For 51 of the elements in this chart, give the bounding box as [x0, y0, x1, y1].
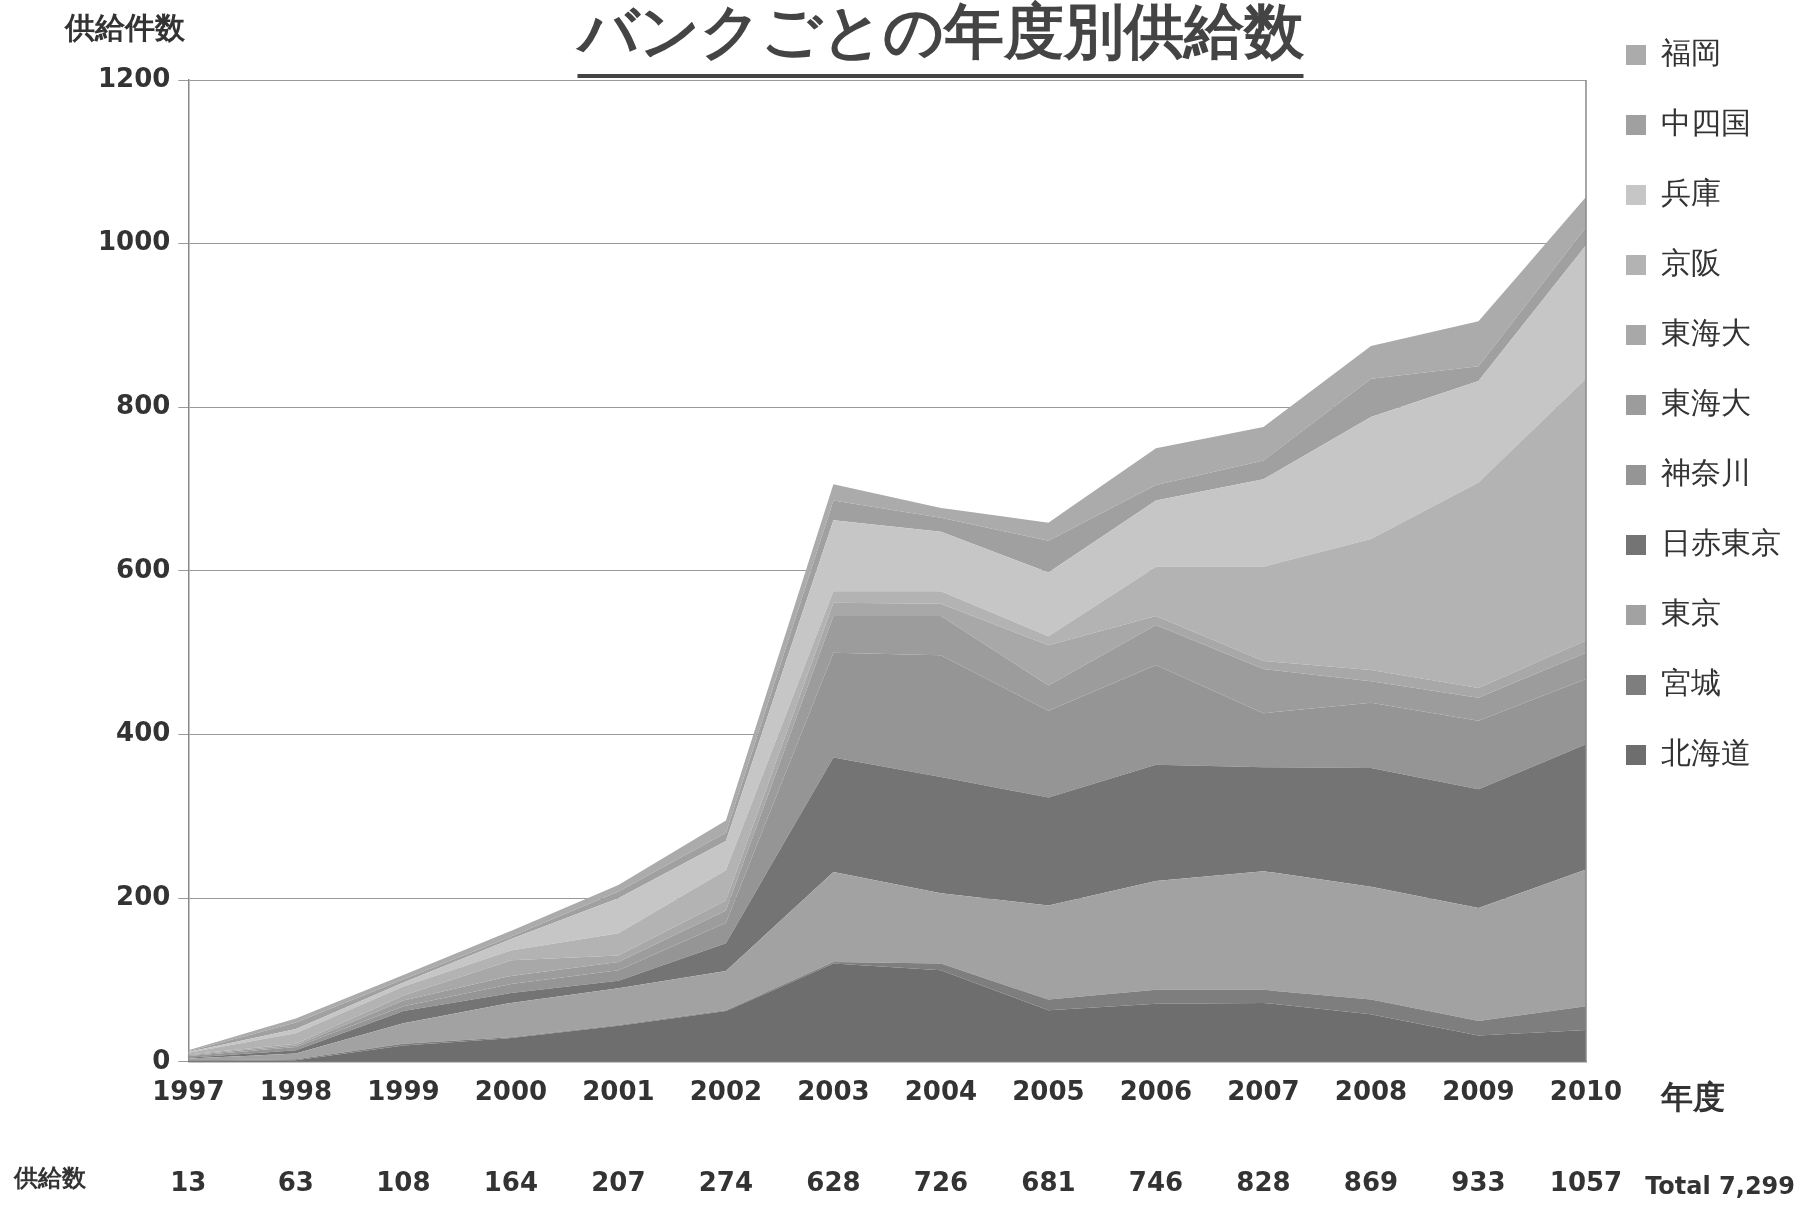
chart-title: バンクごとの年度別供給数 — [574, 0, 1305, 66]
text: 13 — [170, 1166, 207, 1197]
text: 供給数 — [13, 1164, 87, 1193]
y-tick-label: 800 — [116, 390, 171, 421]
legend-label: 兵庫 — [1661, 174, 1721, 210]
legend-label: 日赤東京 — [1661, 524, 1781, 560]
x-tick-label: 2001 — [582, 1076, 655, 1107]
y-tick-label: 200 — [116, 880, 171, 911]
text: 933 — [1451, 1166, 1506, 1197]
x-tick-label: 2007 — [1227, 1076, 1300, 1107]
y-tick-label: 600 — [116, 553, 171, 584]
text: 726 — [913, 1166, 969, 1197]
x-axis-title: 年度 — [1660, 1078, 1725, 1117]
legend-label: 北海道 — [1661, 734, 1751, 770]
text: 164 — [483, 1166, 539, 1197]
x-tick-label: 2010 — [1549, 1076, 1623, 1107]
legend-label: 神奈川 — [1661, 454, 1751, 490]
legend-label: 東京 — [1661, 594, 1721, 630]
x-tick-label: 1998 — [259, 1076, 333, 1107]
x-tick-label: 1997 — [152, 1076, 225, 1107]
text: 274 — [698, 1166, 754, 1197]
x-tick-label: 2006 — [1119, 1076, 1193, 1107]
x-tick-label: 2002 — [689, 1076, 763, 1107]
text: 63 — [277, 1166, 314, 1197]
text: 828 — [1236, 1166, 1291, 1197]
text: 207 — [591, 1166, 646, 1197]
text: 1057 — [1549, 1166, 1623, 1197]
y-tick-label: 0 — [152, 1044, 171, 1075]
x-tick-label: 1999 — [367, 1076, 440, 1107]
text: 746 — [1128, 1166, 1184, 1197]
x-tick-label: 2004 — [904, 1076, 978, 1107]
text: 681 — [1021, 1166, 1076, 1197]
y-axis-title: 供給件数 — [64, 9, 186, 45]
x-tick-label: 2008 — [1334, 1076, 1408, 1107]
text: 869 — [1343, 1166, 1399, 1197]
x-tick-label: 2003 — [797, 1076, 870, 1107]
y-tick-label: 1200 — [97, 62, 171, 93]
text: 628 — [806, 1166, 861, 1197]
y-tick-label: 1000 — [97, 226, 171, 257]
legend-label: 東海大 — [1661, 314, 1751, 350]
x-tick-label: 2005 — [1012, 1076, 1085, 1107]
text: Total 7,299 — [1645, 1172, 1795, 1201]
x-tick-label: 2009 — [1442, 1076, 1515, 1107]
text: 108 — [376, 1166, 431, 1197]
y-tick-label: 400 — [116, 717, 171, 748]
legend-label: 中四国 — [1661, 104, 1751, 140]
legend-label: 東海大 — [1661, 384, 1751, 420]
x-tick-label: 2000 — [474, 1076, 548, 1107]
legend-label: 福岡 — [1661, 34, 1721, 70]
legend-label: 宮城 — [1661, 664, 1721, 700]
legend-label: 京阪 — [1661, 244, 1721, 280]
